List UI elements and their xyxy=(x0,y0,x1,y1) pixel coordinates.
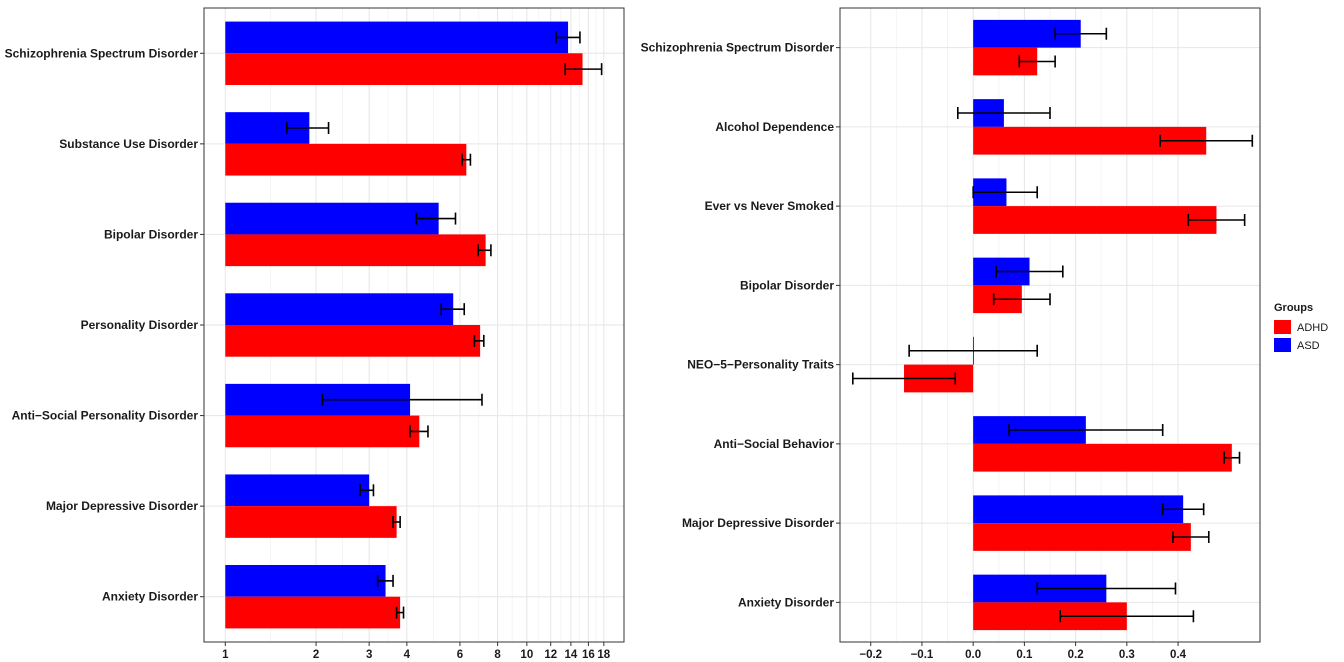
left-x-tick-label: 1 xyxy=(222,649,229,661)
left-x-tick-label: 16 xyxy=(582,649,595,661)
left-errorbar-adhd-anxiety-disorder xyxy=(395,606,405,619)
legend-label-adhd: ADHD xyxy=(1297,322,1328,334)
left-errorbar-asd-bipolar-disorder xyxy=(415,212,457,225)
legend-swatch-adhd xyxy=(1274,320,1291,334)
left-errorbar-adhd-bipolar-disorder xyxy=(477,244,492,257)
right-category-label: Schizophrenia Spectrum Disorder xyxy=(641,41,835,55)
right-panel-border xyxy=(839,7,1261,643)
right-x-tick-label: 0.1 xyxy=(1016,649,1033,661)
left-bar-asd-bipolar-disorder xyxy=(225,202,439,235)
left-bar-asd-major-depressive-disorder xyxy=(225,474,370,507)
right-bar-adhd-ever-vs-never-smoked xyxy=(973,206,1217,234)
right-errorbar-asd-anti-social-behavior xyxy=(1008,424,1164,437)
right-x-tick-label: −0.2 xyxy=(859,649,882,661)
right-bar-chart: Schizophrenia Spectrum Disorder Alcohol D… xyxy=(641,7,1261,661)
left-errorbar-asd-personality-disorder xyxy=(440,303,466,316)
left-x-tick-label: 4 xyxy=(404,649,411,661)
right-errorbar-asd-ever-vs-never-smoked xyxy=(972,186,1038,199)
left-errorbar-asd-substance-use-disorder xyxy=(286,122,330,135)
left-bar-adhd-major-depressive-disorder xyxy=(225,506,397,538)
left-bar-asd-anxiety-disorder xyxy=(225,565,386,597)
right-errorbar-asd-schizophrenia-spectrum-disorder xyxy=(1054,27,1108,40)
right-category-label: Anti−Social Behavior xyxy=(714,437,835,451)
legend: Groups ADHD ASD xyxy=(1274,302,1328,352)
right-category-label: NEO−5−Personality Traits xyxy=(687,358,834,372)
left-x-tick-label: 14 xyxy=(565,649,578,661)
right-bar-adhd-anti-social-behavior xyxy=(973,443,1232,472)
right-errorbar-asd-alcohol-dependence xyxy=(957,107,1051,120)
left-x-tick-label: 3 xyxy=(366,649,372,661)
left-x-tick-label: 18 xyxy=(597,649,610,661)
left-errorbar-adhd-substance-use-disorder xyxy=(461,153,472,166)
right-x-tick-label: 0.0 xyxy=(965,649,981,661)
right-errorbar-adhd-ever-vs-never-smoked xyxy=(1187,213,1246,226)
left-bar-adhd-anxiety-disorder xyxy=(225,596,401,629)
right-category-label: Alcohol Dependence xyxy=(715,120,834,134)
left-errorbar-asd-anti-social-personality-disorder xyxy=(321,393,483,406)
right-errorbar-adhd-alcohol-dependence xyxy=(1159,134,1254,147)
right-category-label: Ever vs Never Smoked xyxy=(705,199,834,213)
right-bar-adhd-major-depressive-disorder xyxy=(973,523,1191,551)
left-bar-chart: Schizophrenia Spectrum Disorder Substance… xyxy=(5,7,625,661)
left-errorbar-adhd-personality-disorder xyxy=(473,334,485,347)
left-errorbar-adhd-schizophrenia-spectrum-disorder xyxy=(564,63,603,76)
left-category-label: Personality Disorder xyxy=(81,318,199,332)
left-errorbar-adhd-major-depressive-disorder xyxy=(392,515,401,528)
left-errorbar-asd-schizophrenia-spectrum-disorder xyxy=(555,31,581,44)
left-x-tick-label: 10 xyxy=(520,649,533,661)
left-category-label: Major Depressive Disorder xyxy=(46,499,198,513)
right-errorbar-adhd-neo-5-personality-traits xyxy=(852,372,957,385)
left-category-label: Anti−Social Personality Disorder xyxy=(12,409,199,423)
right-category-label: Anxiety Disorder xyxy=(738,595,834,609)
left-category-label: Anxiety Disorder xyxy=(102,590,198,604)
right-x-tick-label: 0.2 xyxy=(1068,649,1084,661)
legend-label-asd: ASD xyxy=(1297,340,1320,352)
right-errorbar-adhd-anti-social-behavior xyxy=(1223,451,1241,464)
right-errorbar-adhd-major-depressive-disorder xyxy=(1172,530,1210,543)
left-errorbar-adhd-anti-social-personality-disorder xyxy=(409,425,429,438)
right-x-tick-label: 0.4 xyxy=(1170,649,1187,661)
legend-swatch-asd xyxy=(1274,338,1291,352)
right-errorbar-asd-major-depressive-disorder xyxy=(1161,503,1205,516)
left-bar-adhd-bipolar-disorder xyxy=(225,234,486,267)
left-category-label: Substance Use Disorder xyxy=(59,137,198,151)
left-bar-asd-personality-disorder xyxy=(225,293,454,325)
right-bar-asd-major-depressive-disorder xyxy=(973,495,1184,524)
right-x-tick-label: −0.1 xyxy=(911,649,934,661)
left-x-tick-label: 2 xyxy=(313,649,319,661)
left-bar-adhd-anti-social-personality-disorder xyxy=(225,415,420,448)
left-category-label: Bipolar Disorder xyxy=(104,227,198,241)
left-x-tick-label: 6 xyxy=(457,649,463,661)
left-category-label: Schizophrenia Spectrum Disorder xyxy=(5,46,199,60)
left-bar-adhd-schizophrenia-spectrum-disorder xyxy=(225,53,583,85)
left-errorbar-asd-anxiety-disorder xyxy=(376,574,394,587)
right-errorbar-adhd-schizophrenia-spectrum-disorder xyxy=(1018,55,1056,68)
right-x-tick-label: 0.3 xyxy=(1119,649,1135,661)
right-errorbar-adhd-bipolar-disorder xyxy=(992,293,1051,306)
legend-title: Groups xyxy=(1274,302,1313,314)
left-bar-asd-schizophrenia-spectrum-disorder xyxy=(225,21,569,54)
right-category-label: Major Depressive Disorder xyxy=(682,516,834,530)
left-errorbar-asd-major-depressive-disorder xyxy=(359,484,375,497)
left-x-tick-label: 12 xyxy=(544,649,557,661)
right-category-label: Bipolar Disorder xyxy=(740,278,834,292)
left-bar-adhd-personality-disorder xyxy=(225,325,481,357)
right-errorbar-asd-bipolar-disorder xyxy=(995,265,1064,278)
left-x-tick-label: 8 xyxy=(494,649,501,661)
right-errorbar-asd-anxiety-disorder xyxy=(1036,582,1177,595)
right-errorbar-adhd-anxiety-disorder xyxy=(1059,610,1195,623)
left-bar-adhd-substance-use-disorder xyxy=(225,143,467,176)
right-errorbar-asd-neo-5-personality-traits xyxy=(908,344,1038,357)
